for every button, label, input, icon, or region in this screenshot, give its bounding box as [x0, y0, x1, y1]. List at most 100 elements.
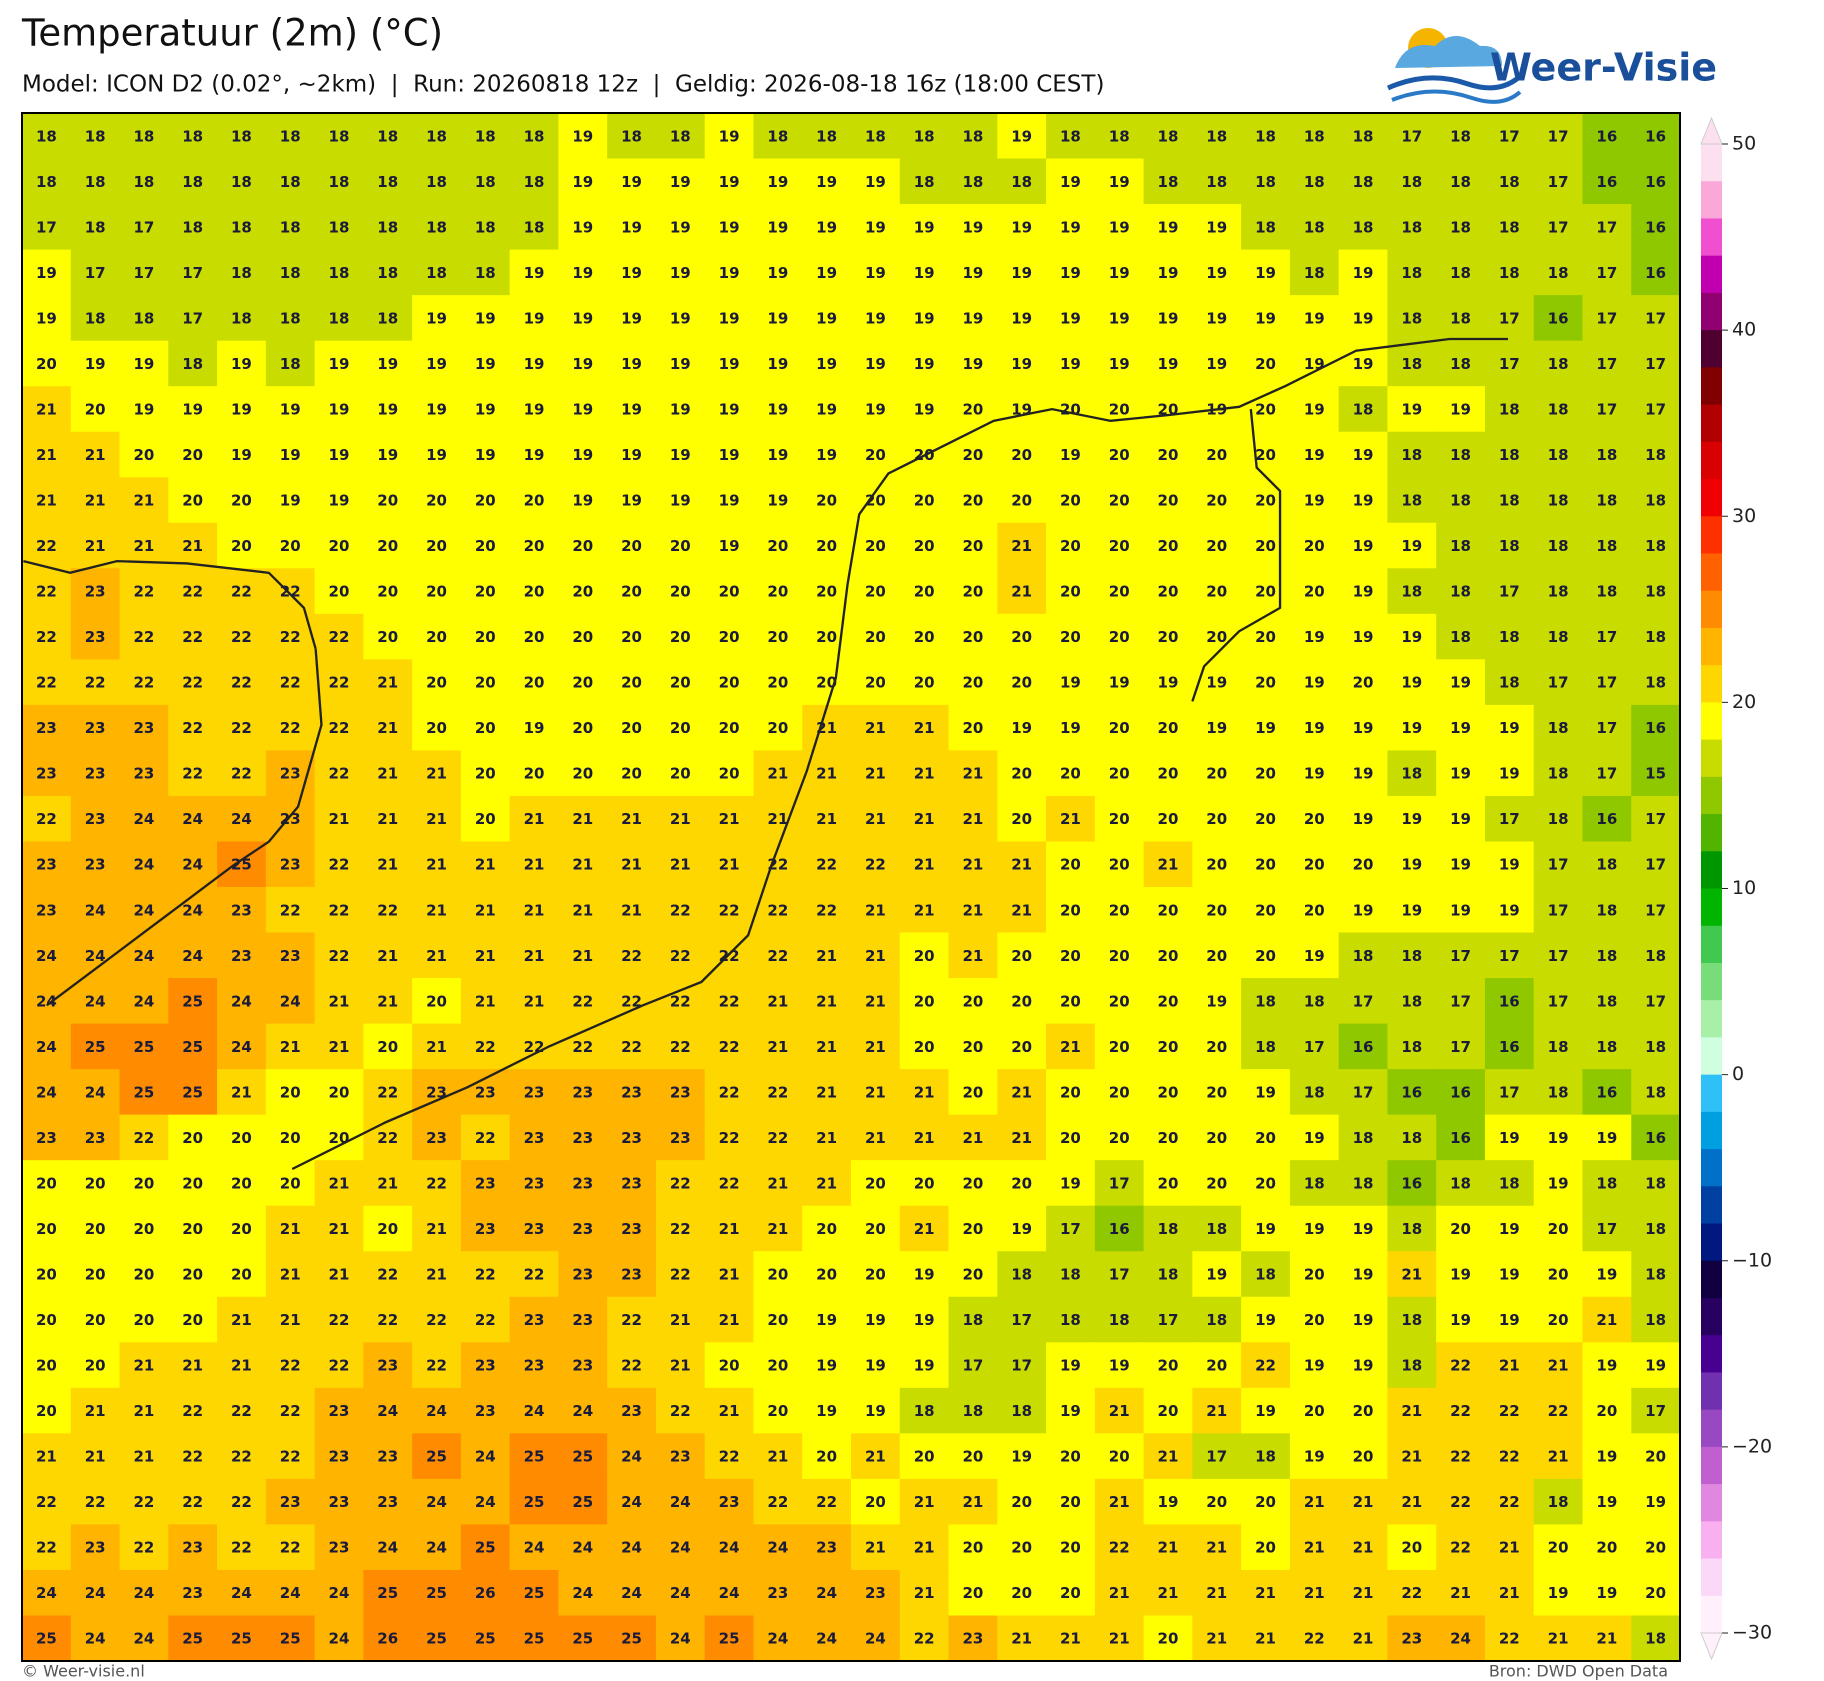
temperature-label: 18 [280, 309, 301, 327]
temperature-cell [1192, 477, 1242, 524]
temperature-label: 20 [1109, 810, 1130, 828]
temperature-cell [655, 932, 706, 979]
colorbar-arrow-top [1700, 116, 1723, 145]
temperature-label: 24 [133, 1584, 154, 1602]
temperature-label: 22 [670, 901, 691, 919]
temperature-cell [22, 1114, 72, 1161]
temperature-cell [314, 1433, 364, 1480]
temperature-label: 26 [377, 1630, 398, 1648]
temperature-cell [22, 1478, 72, 1525]
temperature-cell [655, 113, 706, 160]
temperature-cell [460, 841, 511, 888]
temperature-cell [802, 295, 852, 342]
temperature-label: 21 [572, 856, 593, 874]
temperature-label: 24 [475, 1448, 496, 1466]
temperature-cell [363, 113, 413, 160]
temperature-cell [1533, 568, 1583, 615]
temperature-cell [997, 1342, 1047, 1389]
temperature-label: 19 [1158, 309, 1179, 327]
temperature-cell [948, 887, 998, 934]
temperature-label: 19 [1060, 173, 1081, 191]
temperature-label: 21 [1255, 1630, 1276, 1648]
temperature-cell [1387, 841, 1437, 888]
temperature-label: 17 [1645, 309, 1666, 327]
temperature-label: 22 [280, 1357, 301, 1375]
temperature-cell [314, 1023, 364, 1070]
temperature-label: 21 [865, 1083, 886, 1101]
temperature-label: 22 [329, 947, 350, 965]
temperature-cell [802, 477, 852, 524]
temperature-label: 16 [1645, 218, 1666, 236]
temperature-label: 18 [1353, 127, 1374, 145]
temperature-label: 19 [1353, 264, 1374, 282]
temperature-cell [363, 1251, 413, 1298]
temperature-label: 21 [865, 1038, 886, 1056]
temperature-label: 20 [36, 1357, 57, 1375]
temperature-label: 21 [816, 1129, 837, 1147]
temperature-label: 17 [1158, 1311, 1179, 1329]
temperature-cell [217, 978, 267, 1025]
temperature-label: 19 [914, 1311, 935, 1329]
temperature-cell [997, 1524, 1047, 1571]
temperature-cell [948, 1569, 998, 1616]
temperature-label: 18 [1596, 856, 1617, 874]
temperature-cell [1387, 477, 1437, 524]
temperature-cell [70, 841, 121, 888]
temperature-label: 21 [816, 765, 837, 783]
temperature-cell [704, 568, 754, 615]
temperature-cell [22, 978, 72, 1025]
temperature-cell [704, 1023, 754, 1070]
temperature-label: 20 [1109, 992, 1130, 1010]
temperature-cell [1338, 1296, 1388, 1343]
temperature-label: 23 [572, 1357, 593, 1375]
temperature-label: 22 [133, 583, 154, 601]
temperature-label: 23 [572, 1311, 593, 1329]
temperature-cell [655, 841, 706, 888]
temperature-label: 19 [914, 309, 935, 327]
temperature-label: 21 [572, 810, 593, 828]
temperature-label: 24 [865, 1630, 886, 1648]
temperature-cell [217, 477, 267, 524]
temperature-label: 20 [1206, 1129, 1227, 1147]
temperature-cell [1631, 1205, 1681, 1252]
temperature-cell [1484, 249, 1535, 296]
temperature-cell [70, 1569, 121, 1616]
temperature-label: 20 [36, 1402, 57, 1420]
temperature-label: 18 [231, 309, 252, 327]
temperature-cell [1484, 841, 1535, 888]
temperature-cell [704, 1251, 754, 1298]
temperature-label: 17 [182, 309, 203, 327]
temperature-label: 20 [962, 583, 983, 601]
temperature-label: 19 [1011, 355, 1032, 373]
temperature-cell [1289, 1069, 1340, 1116]
temperature-cell [363, 1023, 413, 1070]
temperature-label: 24 [329, 1630, 350, 1648]
temperature-cell [899, 1433, 950, 1480]
temperature-cell [1289, 1205, 1340, 1252]
temperature-cell [1631, 1524, 1681, 1571]
temperature-label: 24 [524, 1402, 545, 1420]
temperature-cell [1387, 386, 1437, 433]
temperature-cell [1289, 158, 1340, 205]
temperature-label: 23 [36, 719, 57, 737]
temperature-cell [412, 659, 462, 706]
temperature-cell [1582, 113, 1632, 160]
temperature-cell [265, 1205, 316, 1252]
temperature-cell [607, 477, 657, 524]
temperature-label: 20 [36, 1266, 57, 1284]
temperature-cell [265, 1296, 316, 1343]
temperature-label: 21 [329, 1174, 350, 1192]
temperature-label: 21 [1206, 1630, 1227, 1648]
temperature-label: 18 [1255, 1266, 1276, 1284]
temperature-label: 23 [475, 1402, 496, 1420]
temperature-label: 18 [377, 127, 398, 145]
temperature-label: 19 [1353, 1220, 1374, 1238]
temperature-cell [70, 750, 121, 797]
temperature-cell [851, 386, 901, 433]
temperature-cell [1631, 659, 1681, 706]
temperature-label: 24 [719, 1584, 740, 1602]
temperature-cell [1484, 477, 1535, 524]
temperature-label: 17 [1499, 947, 1520, 965]
temperature-label: 18 [1548, 537, 1569, 555]
temperature-cell [997, 978, 1047, 1025]
